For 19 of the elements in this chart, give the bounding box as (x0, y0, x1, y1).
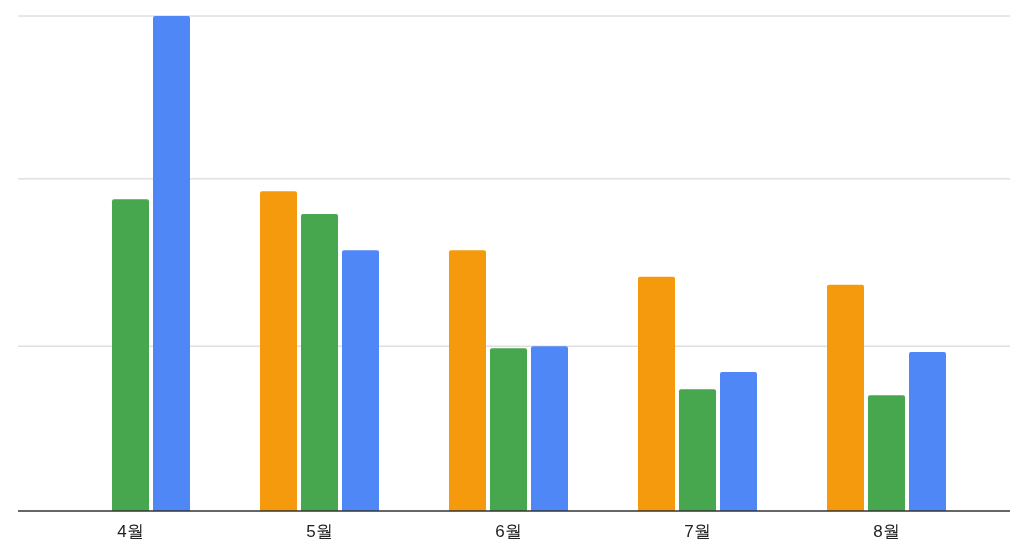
x-tick-label: 4월 (117, 522, 144, 541)
x-tick-label: 7월 (684, 522, 711, 541)
x-tick-label: 8월 (873, 522, 900, 541)
bar (301, 214, 338, 511)
x-tick-label: 6월 (495, 522, 522, 541)
bar (868, 395, 905, 511)
bar (153, 16, 190, 511)
bar (827, 284, 864, 511)
bar (449, 250, 486, 511)
bar (638, 276, 675, 511)
x-tick-label: 5월 (306, 522, 333, 541)
bar (679, 389, 716, 511)
bar (720, 371, 757, 511)
bar (490, 348, 527, 511)
bar (342, 250, 379, 511)
bar (260, 191, 297, 511)
bar (112, 199, 149, 511)
bar (909, 352, 946, 511)
bar (531, 346, 568, 511)
